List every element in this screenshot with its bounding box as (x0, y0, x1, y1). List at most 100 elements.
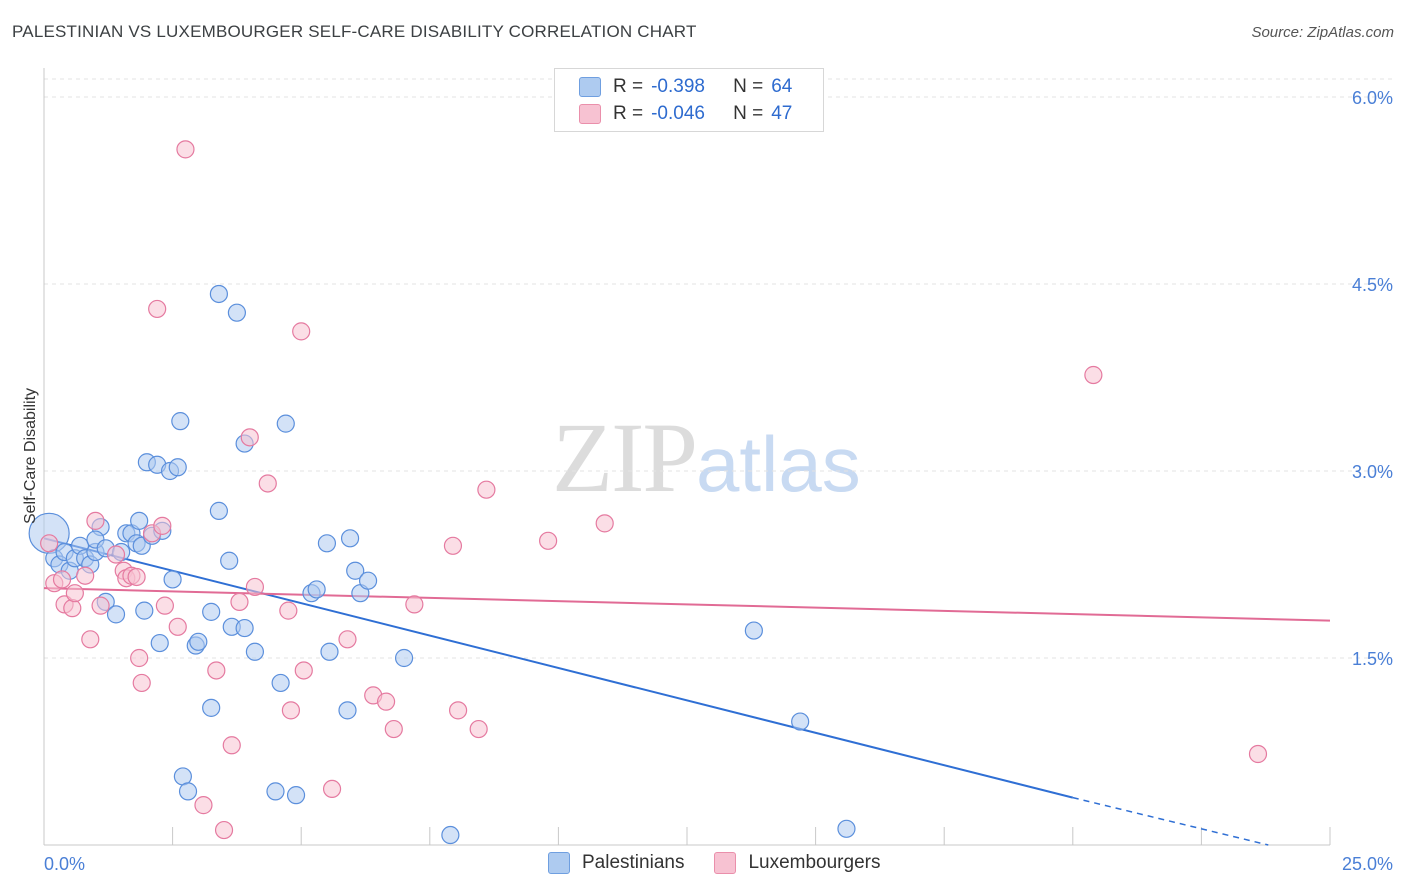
data-point (307, 580, 326, 599)
data-point (384, 719, 403, 739)
r-value: -0.398 (651, 76, 705, 97)
legend-item-palestinians[interactable]: Palestinians (548, 852, 684, 874)
data-point (358, 571, 378, 590)
data-point (168, 617, 187, 636)
trend-extension-0 (1072, 796, 1269, 846)
data-point (209, 284, 228, 304)
data-point (245, 642, 265, 661)
data-point (394, 648, 414, 668)
data-point (322, 779, 342, 799)
data-point (837, 819, 856, 838)
data-point (207, 661, 226, 680)
x-tick-label: 25.0% (1342, 854, 1393, 874)
data-point (338, 701, 357, 720)
legend-row-luxembourgers: R = -0.046 N = 47 (579, 102, 792, 126)
data-point (294, 661, 313, 680)
grid-lines (44, 78, 1395, 659)
source-credit: Source: ZipAtlas.com (1251, 24, 1394, 41)
data-point (346, 561, 365, 580)
legend-swatch-luxembourgers (579, 104, 601, 124)
data-point (230, 592, 249, 612)
data-point (271, 673, 290, 693)
data-point (209, 501, 228, 520)
data-point (279, 601, 298, 620)
y-axis-label: Self-Care Disability (22, 388, 39, 524)
stats-legend: R = -0.398 N = 64 R = -0.046 N = 47 (554, 68, 824, 132)
data-point (405, 595, 424, 614)
data-point (63, 599, 82, 618)
data-point (441, 825, 460, 845)
data-point (86, 511, 105, 530)
data-point (1084, 365, 1103, 385)
data-point (150, 633, 169, 653)
n-value: 64 (771, 76, 793, 97)
trend-line-0 (43, 537, 1074, 799)
r-value: -0.046 (651, 103, 705, 124)
data-point (168, 458, 187, 477)
data-point (52, 570, 72, 589)
data-point (376, 692, 396, 711)
y-tick-label: 1.5% (1352, 649, 1393, 669)
data-points (28, 140, 1268, 845)
trend-lines (43, 537, 1331, 846)
n-value: 47 (771, 103, 793, 124)
data-point (222, 736, 241, 755)
data-point (286, 786, 306, 805)
chart-title: PALESTINIAN VS LUXEMBOURGER SELF-CARE DI… (12, 22, 697, 41)
data-point (130, 648, 149, 668)
data-point (791, 712, 810, 731)
data-point (1248, 744, 1268, 764)
legend-swatch-palestinians (579, 77, 601, 97)
r-label: R = (613, 76, 644, 97)
data-point (235, 618, 254, 638)
data-point (176, 140, 195, 159)
n-label: N = (733, 76, 764, 97)
data-point (135, 601, 154, 620)
r-label: R = (613, 103, 644, 124)
data-point (76, 566, 95, 585)
data-point (40, 534, 59, 553)
data-point (276, 414, 295, 433)
data-point (202, 698, 221, 717)
data-point (106, 605, 126, 624)
data-point (469, 719, 488, 739)
legend-item-luxembourgers[interactable]: Luxembourgers (714, 852, 880, 874)
data-point (214, 820, 234, 840)
x-tick-label: 0.0% (44, 854, 85, 874)
legend-swatch-luxembourgers (714, 852, 737, 874)
data-point (539, 531, 558, 550)
data-point (202, 602, 221, 621)
data-point (127, 567, 146, 587)
data-point (448, 701, 468, 720)
data-point (317, 534, 337, 553)
data-point (240, 428, 259, 447)
legend-swatch-palestinians (548, 852, 570, 874)
n-label: N = (733, 103, 764, 124)
data-point (189, 632, 208, 651)
data-point (320, 642, 339, 661)
tick-labels: 1.5% 3.0% 4.5% 6.0% 0.0% 25.0% (44, 88, 1393, 874)
data-point (595, 514, 614, 533)
legend-label-luxembourgers: Luxembourgers (748, 852, 881, 873)
legend-label-palestinians: Palestinians (582, 852, 685, 873)
data-point (130, 511, 149, 530)
data-point (227, 303, 246, 322)
y-tick-label: 6.0% (1352, 88, 1393, 108)
data-point (91, 596, 110, 615)
legend-row-palestinians: R = -0.398 N = 64 (579, 75, 792, 99)
data-point (106, 545, 126, 564)
data-point (178, 782, 198, 801)
data-point (163, 570, 182, 589)
data-point (338, 630, 357, 649)
series-legend: Palestinians Luxembourgers (548, 852, 910, 874)
data-point (340, 529, 360, 548)
axes (43, 68, 1331, 846)
data-point (132, 673, 151, 693)
data-point (443, 536, 463, 555)
data-point (245, 577, 265, 597)
data-point (477, 480, 496, 499)
data-point (155, 596, 174, 615)
data-point (153, 516, 172, 535)
data-point (258, 474, 277, 493)
